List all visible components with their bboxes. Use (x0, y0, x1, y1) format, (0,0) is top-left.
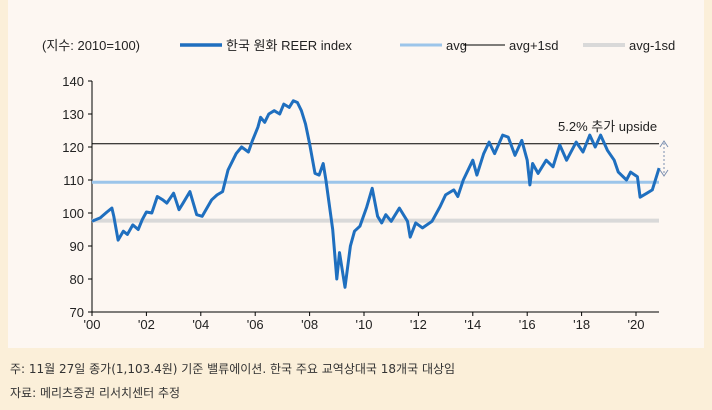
reer-series-line (91, 99, 661, 289)
legend-label: avg-1sd (629, 38, 675, 53)
x-tick-label: '00 (84, 317, 101, 332)
x-tick-label: '16 (519, 317, 536, 332)
y-tick-label: 130 (62, 107, 84, 122)
x-tick-label: '18 (573, 317, 590, 332)
footnote-note: 주: 11월 27일 종가(1,103.4원) 기준 밸류에이션. 한국 주요 … (10, 362, 456, 376)
x-tick-label: '06 (247, 317, 264, 332)
x-tick-label: '08 (301, 317, 318, 332)
reer-line-chart: (지수: 2010=100) 한국 원화 REER index avg avg+1s… (42, 38, 675, 332)
x-tick-label: '10 (356, 317, 373, 332)
footnote-source: 자료: 메리츠증권 리서치센터 추정 (10, 386, 181, 400)
legend: 한국 원화 REER index avg avg+1sd avg-1sd (180, 38, 675, 53)
y-tick-label: 120 (62, 140, 84, 155)
upside-annotation: 5.2% 추가 upside (558, 119, 657, 134)
unit-label: (지수: 2010=100) (42, 38, 140, 53)
y-tick-label: 70 (70, 305, 84, 320)
x-tick-label: '12 (410, 317, 427, 332)
y-tick-label: 100 (62, 206, 84, 221)
legend-label: 한국 원화 REER index (226, 38, 352, 53)
legend-label: avg (446, 38, 467, 53)
axes: 70 80 90 100 110 120 130 140 '00 '02 '04 '06 '08 '10 '… (62, 74, 659, 332)
y-tick-label: 110 (63, 173, 84, 188)
x-tick-label: '14 (464, 317, 481, 332)
y-tick-label: 90 (70, 239, 84, 254)
y-tick-label: 140 (62, 74, 84, 89)
upside-arrow-icon (659, 140, 669, 177)
x-tick-label: '02 (138, 317, 155, 332)
x-tick-label: '20 (628, 317, 645, 332)
x-tick-label: '04 (192, 317, 209, 332)
legend-label: avg+1sd (509, 38, 559, 53)
lines (91, 99, 661, 289)
y-tick-label: 80 (70, 272, 84, 287)
chart-panel (8, 0, 704, 348)
